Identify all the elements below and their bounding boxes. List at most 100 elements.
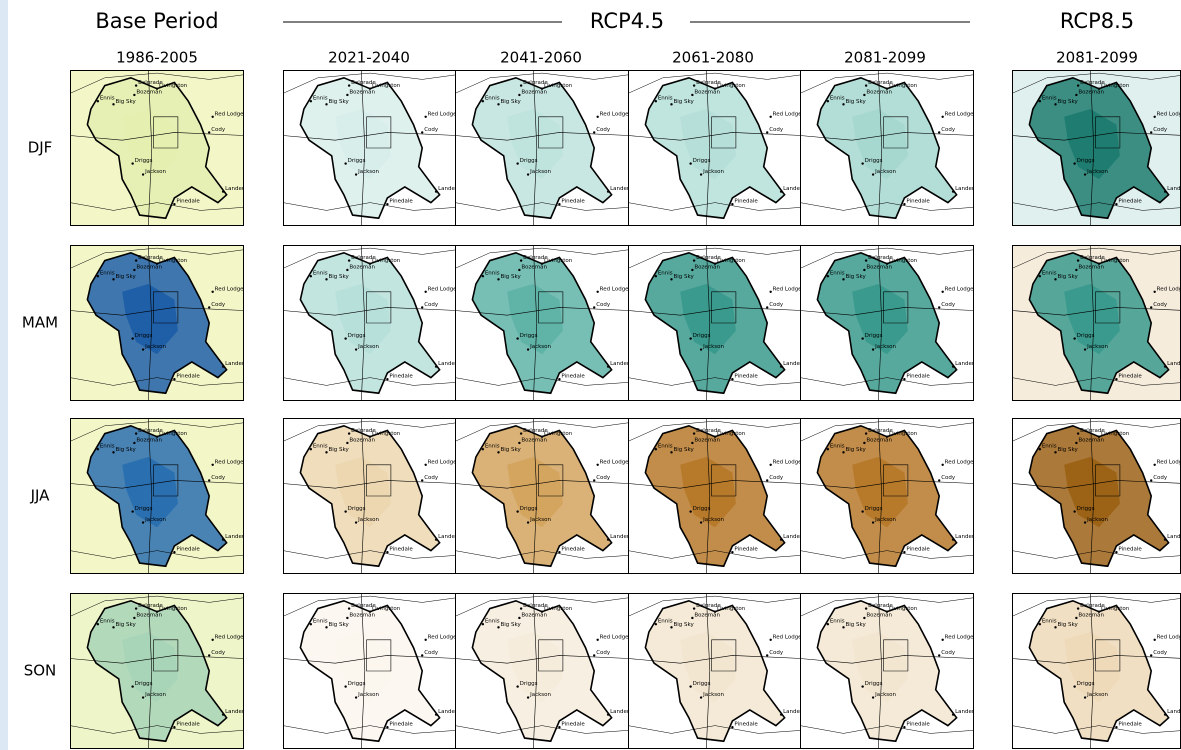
- city-dot: [131, 162, 134, 165]
- county-border: [628, 550, 802, 559]
- city-dot: [731, 550, 734, 554]
- city-dot: [1150, 654, 1153, 657]
- city-label: Big Sky: [116, 99, 137, 105]
- city-dot: [516, 337, 519, 340]
- state-border: [706, 593, 711, 749]
- city-dot: [885, 435, 889, 438]
- city-label: Jackson: [144, 517, 166, 523]
- city-dot: [670, 451, 673, 454]
- city-label: Pinedale: [906, 547, 930, 553]
- city-label: Red Lodge: [215, 111, 245, 117]
- city-label: Red Lodge: [600, 459, 630, 465]
- basin-outline: [1028, 599, 1170, 743]
- city-dot: [211, 463, 214, 466]
- city-dot: [842, 451, 845, 454]
- county-border: [1012, 550, 1181, 559]
- core-fill: [680, 632, 736, 703]
- city-label: Big Sky: [501, 99, 522, 105]
- subbasin-line: [153, 291, 179, 324]
- basin-outline: [471, 424, 613, 568]
- city-dot: [424, 115, 427, 119]
- city-dot: [325, 103, 328, 106]
- city-label: Jackson: [144, 344, 166, 350]
- city-dot: [863, 268, 866, 272]
- city-dot: [885, 262, 889, 265]
- city-dot: [1083, 696, 1087, 699]
- city-dot: [421, 306, 424, 309]
- county-border: [455, 202, 629, 211]
- city-dot: [354, 348, 358, 351]
- city-label: Ennis: [830, 271, 845, 277]
- city-dot: [596, 638, 599, 641]
- city-label: Red Lodge: [945, 459, 975, 465]
- city-dot: [691, 616, 694, 620]
- city-label: Red Lodge: [1157, 111, 1181, 117]
- city-dot: [938, 479, 941, 482]
- city-label: Big Sky: [1058, 274, 1079, 280]
- county-border: [628, 725, 802, 734]
- city-label: Big Sky: [329, 274, 350, 280]
- subbasin-line: [538, 464, 564, 497]
- city-label: Jackson: [1086, 517, 1108, 523]
- city-label: Belgrade: [523, 255, 548, 261]
- state-border: [455, 480, 629, 489]
- basin-outline: [299, 76, 441, 220]
- basin-outline: [299, 251, 441, 395]
- city-label: Driggs: [1077, 158, 1095, 164]
- city-dot: [434, 538, 438, 541]
- city-dot: [516, 162, 519, 165]
- city-dot: [131, 685, 134, 688]
- city-label: Belgrade: [1080, 80, 1105, 86]
- city-label: Big Sky: [846, 99, 867, 105]
- city-dot: [434, 713, 438, 716]
- city-dot: [1073, 685, 1076, 688]
- city-label: Driggs: [1077, 506, 1095, 512]
- city-label: Bozeman: [694, 437, 720, 443]
- city-label: Jackson: [357, 517, 379, 523]
- column-label: 2021-2040: [328, 49, 410, 67]
- city-label: Cody: [941, 302, 956, 308]
- city-dot: [769, 115, 772, 119]
- city-label: Livingston: [372, 258, 401, 264]
- city-dot: [155, 610, 159, 613]
- city-label: Driggs: [348, 506, 366, 512]
- subbasin-line: [1095, 464, 1121, 497]
- city-dot: [779, 190, 783, 193]
- state-border: [800, 480, 974, 489]
- city-label: Belgrade: [138, 603, 163, 609]
- city-dot: [951, 365, 955, 368]
- state-border: [455, 132, 629, 141]
- city-dot: [654, 448, 658, 451]
- subbasin-line: [883, 464, 909, 497]
- city-label: Bozeman: [866, 612, 892, 618]
- city-dot: [519, 432, 523, 435]
- state-border: [628, 655, 802, 664]
- city-dot: [424, 638, 427, 641]
- basin-outline: [644, 251, 786, 395]
- city-label: Jackson: [144, 692, 166, 698]
- city-dot: [134, 432, 138, 435]
- county-border: [455, 725, 629, 734]
- state-border: [283, 655, 457, 664]
- city-dot: [434, 190, 438, 193]
- city-dot: [766, 306, 769, 309]
- basin-outline: [816, 76, 958, 220]
- basin-outline: [644, 424, 786, 568]
- city-label: Lander: [610, 361, 630, 367]
- city-label: Belgrade: [351, 80, 376, 86]
- county-border: [800, 595, 974, 617]
- city-dot: [779, 713, 783, 716]
- city-dot: [558, 550, 561, 554]
- city-dot: [871, 348, 875, 351]
- city-dot: [211, 638, 214, 641]
- city-dot: [1038, 448, 1042, 451]
- city-dot: [1150, 306, 1153, 309]
- city-label: Big Sky: [116, 622, 137, 628]
- city-dot: [497, 278, 500, 281]
- city-dot: [141, 348, 145, 351]
- city-label: Big Sky: [1058, 447, 1079, 453]
